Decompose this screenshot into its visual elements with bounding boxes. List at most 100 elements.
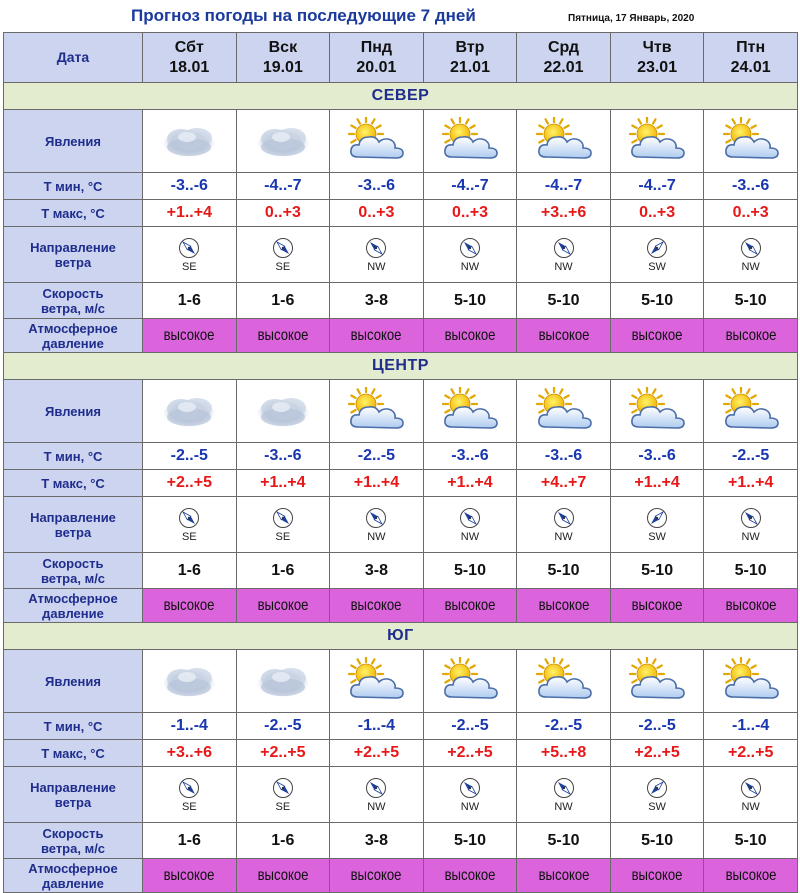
pressure-value: высокое <box>444 596 496 614</box>
wind-direction-text: SE <box>181 530 197 543</box>
wind-speed-label-text: ветра, м/с <box>40 570 106 586</box>
compass-icon <box>740 777 761 798</box>
tmax-value: 0..+3 <box>235 199 331 227</box>
tmin-value: -2..-5 <box>422 712 518 740</box>
wind-speed-value: 3-8 <box>329 282 424 319</box>
pressure-cell: высокое <box>609 858 705 893</box>
phenomena-label: Явления <box>3 379 143 443</box>
pressure-label-text: давление <box>42 605 104 621</box>
wind-speed-value: 1-6 <box>235 282 331 319</box>
wind-speed-label: Скорость ветра, м/с <box>3 282 143 319</box>
day-header: Сбт 18.01 <box>142 32 237 83</box>
pressure-value: высокое <box>725 326 777 344</box>
day-header: Пнд 20.01 <box>329 32 424 83</box>
region-title: СЕВЕР <box>3 82 798 110</box>
partly-cloudy-icon <box>722 387 779 429</box>
compass-icon <box>179 507 200 528</box>
pressure-row: Атмосферное давление высокое высокое высокое… <box>3 858 798 893</box>
weather-cell <box>142 379 237 443</box>
compass-icon <box>366 507 387 528</box>
phenomena-row: Явления <box>3 379 798 443</box>
tmin-value: -4..-7 <box>516 172 611 200</box>
compass-icon <box>366 237 387 258</box>
pressure-label-text: давление <box>42 875 104 891</box>
region-row: ЦЕНТР <box>3 352 798 380</box>
phenomena-label: Явления <box>3 109 143 173</box>
tmax-value: +1..+4 <box>422 469 518 497</box>
partly-cloudy-icon <box>441 657 498 699</box>
day-date: 18.01 <box>169 58 210 76</box>
wind-direction-cell: NW <box>516 226 611 283</box>
wind-direction-cell: SW <box>609 226 705 283</box>
weather-cell <box>609 109 705 173</box>
wind-speed-value: 3-8 <box>329 552 424 589</box>
tmin-row: Т мин, °С -3..-6 -4..-7 -3..-6 -4..-7 -4..-7-… <box>3 172 798 200</box>
tmax-value: +2..+5 <box>142 469 237 497</box>
tmax-row: Т макс, °С +3..+6 +2..+5 +2..+5 +2..+5 +5..+8… <box>3 739 798 767</box>
tmax-value: +1..+4 <box>235 469 331 497</box>
pressure-cell: высокое <box>142 588 237 623</box>
compass-icon <box>553 777 574 798</box>
phenomena-label-text: Явления <box>45 133 101 149</box>
wind-direction-text: NW <box>741 530 760 543</box>
tmax-value: +2..+5 <box>703 739 798 767</box>
tmin-value: -3..-6 <box>142 172 237 200</box>
day-header: Птн 24.01 <box>703 32 798 83</box>
wind-speed-value: 5-10 <box>609 282 705 319</box>
tmin-value: -2..-5 <box>329 442 424 470</box>
pressure-row: Атмосферное давление высокое высокое высокое… <box>3 588 798 623</box>
day-header: Втр 21.01 <box>422 32 518 83</box>
wind-direction-text: SW <box>648 530 666 543</box>
region-title: ЦЕНТР <box>3 352 798 380</box>
tmax-label-text: Т макс, °С <box>41 745 105 761</box>
tmax-row: Т макс, °С +1..+4 0..+3 0..+3 0..+3 +3..+6 0..… <box>3 199 798 227</box>
wind-direction-cell: NW <box>422 496 518 553</box>
wind-speed-label-text: ветра, м/с <box>40 840 106 856</box>
pressure-label-text: Атмосферное <box>28 320 118 336</box>
wind-direction-cell: SE <box>235 226 331 283</box>
overcast-icon <box>163 668 216 698</box>
pressure-value: высокое <box>163 596 215 614</box>
pressure-label-text: Атмосферное <box>28 590 118 606</box>
partly-cloudy-icon <box>535 387 592 429</box>
wind-speed-value: 1-6 <box>142 552 237 589</box>
region-row: СЕВЕР <box>3 82 798 110</box>
wind-speed-label-text: ветра, м/с <box>40 300 106 316</box>
phenomena-label-text: Явления <box>45 403 101 419</box>
wind-speed-value: 5-10 <box>703 282 798 319</box>
tmin-label-text: Т мин, °С <box>43 718 103 734</box>
weather-cell <box>516 109 611 173</box>
wind-direction-cell: NW <box>703 226 798 283</box>
partly-cloudy-icon <box>348 117 405 159</box>
current-date: Пятница, 17 Январь, 2020 <box>568 13 695 24</box>
day-date: 20.01 <box>356 58 397 76</box>
pressure-cell: высокое <box>609 588 705 623</box>
compass-icon <box>647 777 668 798</box>
wind-direction-label-text: Направление <box>30 509 116 525</box>
wind-speed-value: 5-10 <box>516 552 611 589</box>
tmax-label: Т макс, °С <box>3 469 143 497</box>
pressure-value: высокое <box>725 596 777 614</box>
tmin-value: -3..-6 <box>516 442 611 470</box>
tmin-label: Т мин, °С <box>3 712 143 740</box>
page-title: Прогноз погоды на последующие 7 дней <box>131 6 476 25</box>
tmax-value: 0..+3 <box>329 199 424 227</box>
tmin-value: -2..-5 <box>142 442 237 470</box>
pressure-value: высокое <box>163 326 215 344</box>
phenomena-row: Явления <box>3 649 798 713</box>
tmin-value: -2..-5 <box>235 712 331 740</box>
pressure-value: высокое <box>257 326 309 344</box>
wind-speed-value: 5-10 <box>422 822 518 859</box>
day-header-row: Дата Сбт 18.01 Вск 19.01 Пнд 20.01 Втр 21.01 Срд 2… <box>3 32 798 83</box>
weather-cell <box>329 109 424 173</box>
tmin-value: -1..-4 <box>703 712 798 740</box>
compass-icon <box>179 777 200 798</box>
weather-cell <box>609 379 705 443</box>
partly-cloudy-icon <box>441 387 498 429</box>
phenomena-label: Явления <box>3 649 143 713</box>
tmin-label: Т мин, °С <box>3 172 143 200</box>
wind-direction-cell: NW <box>516 766 611 823</box>
day-date: 19.01 <box>262 58 303 76</box>
day-of-week: Сбт <box>174 38 204 56</box>
pressure-cell: высокое <box>142 318 237 353</box>
